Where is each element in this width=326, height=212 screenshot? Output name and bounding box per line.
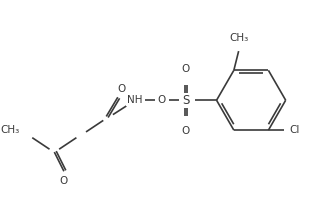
Text: CH₃: CH₃ [1, 125, 20, 135]
Text: O: O [158, 95, 166, 105]
Text: NH: NH [127, 95, 143, 105]
Text: O: O [182, 64, 190, 74]
Text: Cl: Cl [289, 125, 300, 135]
Text: CH₃: CH₃ [229, 33, 248, 43]
Text: O: O [117, 84, 126, 93]
Text: S: S [182, 94, 189, 107]
Text: O: O [60, 176, 68, 186]
Text: O: O [182, 126, 190, 136]
